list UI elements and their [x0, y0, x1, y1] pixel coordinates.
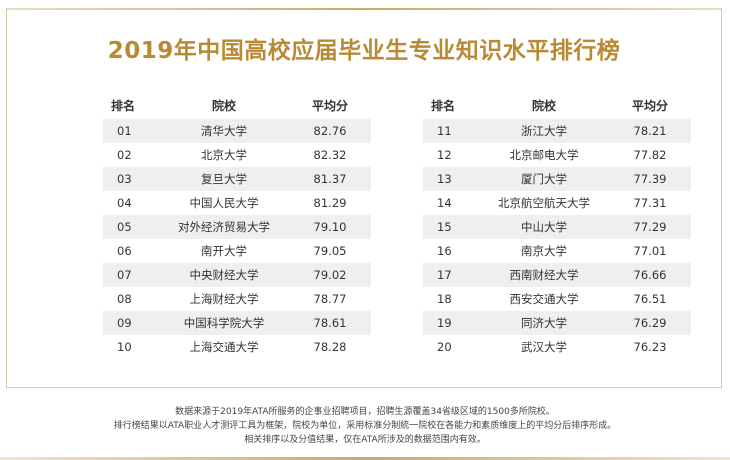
table-row: 12 北京邮电大学 77.82	[423, 143, 691, 167]
score-cell: 77.29	[633, 220, 667, 234]
school-cell: 复旦大学	[201, 172, 247, 186]
score-cell: 77.01	[633, 244, 667, 258]
header-score: 平均分	[311, 98, 348, 113]
table-row: 08 上海财经大学 78.77	[103, 287, 371, 311]
rank-cell: 13	[437, 172, 452, 186]
school-cell: 清华大学	[201, 124, 247, 138]
score-cell: 82.32	[313, 148, 347, 162]
school-cell: 西南财经大学	[509, 268, 579, 282]
table-row: 11 浙江大学 78.21	[423, 119, 691, 143]
score-cell: 76.23	[633, 340, 667, 354]
rank-cell: 09	[117, 316, 132, 330]
school-cell: 武汉大学	[521, 340, 567, 354]
table-row: 19 同济大学 76.29	[423, 311, 691, 335]
table-row: 03 复旦大学 81.37	[103, 167, 371, 191]
school-cell: 南开大学	[201, 244, 247, 258]
school-cell: 对外经济贸易大学	[178, 220, 270, 234]
header-school: 院校	[211, 98, 236, 113]
score-cell: 79.02	[313, 268, 347, 282]
ranking-card: 2019年中国高校应届毕业生专业知识水平排行榜 排名 院校 平均分 01 清华大学…	[6, 8, 722, 388]
rank-cell: 18	[437, 292, 452, 306]
rank-cell: 07	[117, 268, 132, 282]
rank-cell: 11	[437, 124, 452, 138]
school-cell: 中国科学院大学	[183, 316, 265, 330]
rank-cell: 15	[437, 220, 452, 234]
table-row: 07 中央财经大学 79.02	[103, 263, 371, 287]
score-cell: 82.76	[313, 124, 347, 138]
score-cell: 79.10	[313, 220, 347, 234]
footnote-line: 数据来源于2019年ATA所服务的企事业招聘项目，招聘生源覆盖34省级区域的15…	[175, 407, 555, 417]
score-cell: 81.37	[313, 172, 347, 186]
school-cell: 中国人民大学	[189, 196, 259, 210]
table-row: 18 西安交通大学 76.51	[423, 287, 691, 311]
school-cell: 同济大学	[521, 316, 567, 330]
rank-cell: 10	[117, 340, 132, 354]
table-row: 09 中国科学院大学 78.61	[103, 311, 371, 335]
table-row: 01 清华大学 82.76	[103, 119, 371, 143]
score-cell: 77.31	[633, 196, 667, 210]
rank-cell: 17	[437, 268, 452, 282]
table-row: 16 南京大学 77.01	[423, 239, 691, 263]
table-row: 05 对外经济贸易大学 79.10	[103, 215, 371, 239]
rank-cell: 14	[437, 196, 452, 210]
score-cell: 78.28	[313, 340, 347, 354]
score-cell: 78.21	[633, 124, 667, 138]
score-cell: 76.66	[633, 268, 667, 282]
page-title: 2019年中国高校应届毕业生专业知识水平排行榜	[107, 38, 621, 64]
table-row: 02 北京大学 82.32	[103, 143, 371, 167]
score-cell: 77.39	[633, 172, 667, 186]
table-body-right: 11 浙江大学 78.21 12 北京邮电大学 77.82 13 厦门大学 77.39 14 北京航…	[423, 119, 691, 359]
school-cell: 中央财经大学	[189, 268, 259, 282]
ranking-table-left: 排名 院校 平均分 01 清华大学 82.76 02 北京大学 82.32 03 复旦大学 81…	[103, 93, 371, 359]
table-row: 06 南开大学 79.05	[103, 239, 371, 263]
school-cell: 西安交通大学	[509, 292, 579, 306]
rank-cell: 20	[437, 340, 452, 354]
score-cell: 78.61	[313, 316, 347, 330]
header-rank: 排名	[431, 98, 456, 113]
score-cell: 78.77	[313, 292, 347, 306]
rank-cell: 02	[117, 148, 132, 162]
table-header: 排名 院校 平均分	[103, 93, 371, 117]
school-cell: 中山大学	[521, 220, 567, 234]
bottom-divider	[0, 457, 730, 460]
table-row: 10 上海交通大学 78.28	[103, 335, 371, 359]
score-cell: 79.05	[313, 244, 347, 258]
rank-cell: 12	[437, 148, 452, 162]
header-score: 平均分	[631, 98, 668, 113]
table-row: 17 西南财经大学 76.66	[423, 263, 691, 287]
footnotes: 数据来源于2019年ATA所服务的企事业招聘项目，招聘生源覆盖34省级区域的15…	[0, 405, 730, 447]
table-row: 14 北京航空航天大学 77.31	[423, 191, 691, 215]
rank-cell: 05	[117, 220, 132, 234]
rank-cell: 03	[117, 172, 132, 186]
school-cell: 上海交通大学	[189, 340, 259, 354]
rank-cell: 01	[117, 124, 132, 138]
ranking-table-right: 排名 院校 平均分 11 浙江大学 78.21 12 北京邮电大学 77.82 13 厦门大学…	[423, 93, 691, 359]
score-cell: 76.29	[633, 316, 667, 330]
table-row: 20 武汉大学 76.23	[423, 335, 691, 359]
school-cell: 南京大学	[521, 244, 567, 258]
score-cell: 76.51	[633, 292, 667, 306]
table-header: 排名 院校 平均分	[423, 93, 691, 117]
header-school: 院校	[531, 98, 556, 113]
rank-cell: 16	[437, 244, 452, 258]
table-row: 13 厦门大学 77.39	[423, 167, 691, 191]
footnote-line: 排行榜结果以ATA职业人才测评工具为框架，院校为单位，采用标准分制統一院校在各能…	[113, 421, 617, 431]
rank-cell: 19	[437, 316, 452, 330]
score-cell: 77.82	[633, 148, 667, 162]
school-cell: 浙江大学	[521, 124, 567, 138]
footnote-line: 相关排序以及分值结果，仅在ATA所涉及的数据范围内有效。	[244, 435, 486, 445]
score-cell: 81.29	[313, 196, 347, 210]
table-row: 04 中国人民大学 81.29	[103, 191, 371, 215]
rank-cell: 08	[117, 292, 132, 306]
school-cell: 上海财经大学	[189, 292, 259, 306]
school-cell: 北京航空航天大学	[498, 196, 590, 210]
school-cell: 厦门大学	[521, 172, 567, 186]
school-cell: 北京大学	[201, 148, 247, 162]
school-cell: 北京邮电大学	[509, 148, 579, 162]
rank-cell: 04	[117, 196, 132, 210]
table-body-left: 01 清华大学 82.76 02 北京大学 82.32 03 复旦大学 81.37 04 中国人民大…	[103, 119, 371, 359]
header-rank: 排名	[111, 98, 136, 113]
table-row: 15 中山大学 77.29	[423, 215, 691, 239]
rank-cell: 06	[117, 244, 132, 258]
